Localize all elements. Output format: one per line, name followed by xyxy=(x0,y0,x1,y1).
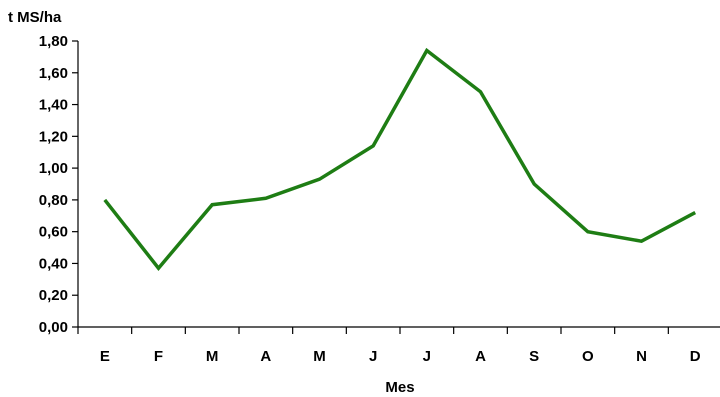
series-group xyxy=(103,47,697,271)
y-tick-label: 0,20 xyxy=(39,287,68,304)
x-tick-label: J xyxy=(423,348,431,365)
x-tick-label: A xyxy=(475,348,486,365)
y-tick-label: 0,00 xyxy=(39,319,68,336)
x-tick-label: M xyxy=(206,348,219,365)
x-axis-title: Mes xyxy=(385,379,414,396)
y-axis: 0,00 0,20 0,40 0,60 0,80 1,00 1,20 1,40 1,60 1,80 xyxy=(39,33,79,336)
y-tick-label: 0,40 xyxy=(39,255,68,272)
y-tick-label: 0,80 xyxy=(39,192,68,209)
y-tick-label: 1,80 xyxy=(39,33,68,50)
x-tick-label: O xyxy=(582,348,594,365)
x-tick-label: S xyxy=(529,348,539,365)
x-tick-label: E xyxy=(100,348,110,365)
y-tick-label: 1,60 xyxy=(39,65,68,82)
x-tick-label: F xyxy=(154,348,163,365)
x-tick-label: A xyxy=(260,348,271,365)
x-tick-label: J xyxy=(369,348,377,365)
y-tick-label: 1,00 xyxy=(39,160,68,177)
y-tick-label: 0,60 xyxy=(39,224,68,241)
x-tick-label: N xyxy=(636,348,647,365)
x-tick-label: D xyxy=(690,348,701,365)
y-tick-label: 1,40 xyxy=(39,97,68,114)
series-line xyxy=(103,47,697,271)
y-axis-title: t MS/ha xyxy=(8,9,62,26)
x-tick-label: M xyxy=(313,348,326,365)
y-tick-label: 1,20 xyxy=(39,128,68,145)
